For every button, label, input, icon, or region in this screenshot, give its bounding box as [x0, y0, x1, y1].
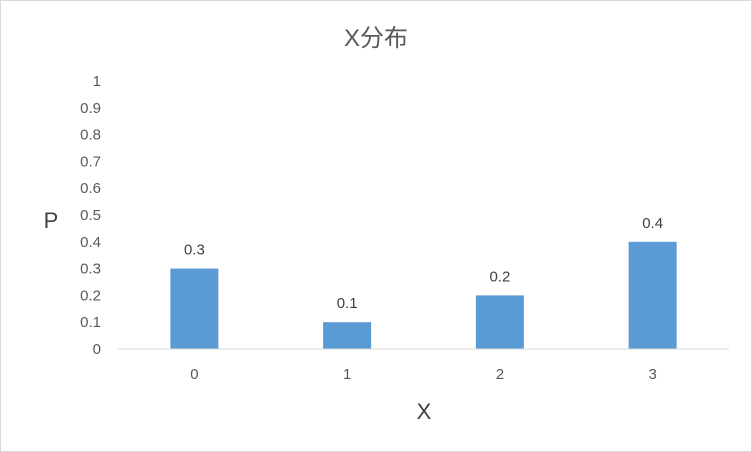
x-axis-ticks: 0 1 2 3: [190, 366, 657, 383]
x-tick-label: 3: [648, 366, 656, 383]
y-tick-label: 0: [93, 341, 101, 358]
bar: [628, 241, 677, 349]
y-axis-title: P: [44, 208, 59, 233]
y-tick-label: 0.4: [80, 234, 101, 251]
data-label: 0.2: [489, 268, 510, 285]
x-tick-label: 1: [343, 366, 351, 383]
data-label: 0.1: [337, 295, 358, 312]
y-tick-label: 1: [93, 73, 101, 90]
data-label: 0.4: [642, 215, 663, 232]
y-axis-ticks: 0 0.1 0.2 0.3 0.4 0.5 0.6 0.7 0.8 0.9 1: [80, 73, 101, 358]
y-tick-label: 0.8: [80, 127, 101, 144]
y-tick-label: 0.2: [80, 287, 101, 304]
chart-title: X分布: [344, 25, 408, 52]
bar: [475, 295, 524, 349]
y-tick-label: 0.9: [80, 100, 101, 117]
y-tick-label: 0.6: [80, 180, 101, 197]
x-axis-title: X: [417, 399, 432, 424]
bar-series: [170, 241, 677, 349]
bar: [323, 322, 372, 349]
y-tick-label: 0.7: [80, 153, 101, 170]
data-label: 0.3: [184, 242, 205, 259]
x-tick-label: 2: [496, 366, 504, 383]
y-tick-label: 0.3: [80, 261, 101, 278]
y-tick-label: 0.5: [80, 207, 101, 224]
bar: [170, 268, 219, 349]
y-tick-label: 0.1: [80, 314, 101, 331]
data-labels: 0.3 0.1 0.2 0.4: [184, 215, 663, 312]
x-tick-label: 0: [190, 366, 198, 383]
